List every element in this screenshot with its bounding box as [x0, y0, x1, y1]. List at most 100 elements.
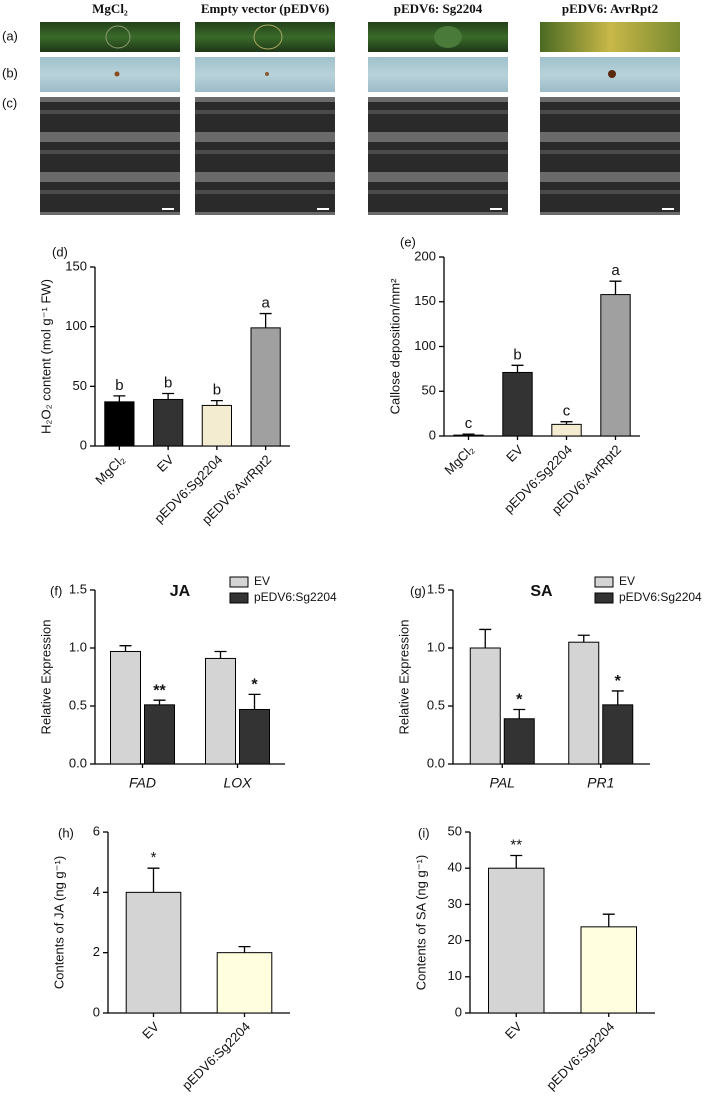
error-bar [511, 364, 524, 373]
micrograph [540, 97, 680, 215]
error-bar [238, 945, 251, 953]
y-tick-label: 0.0 [427, 755, 445, 770]
column-header: Empty vector (pEDV6) [201, 1, 329, 16]
y-tick-label: 150 [65, 258, 87, 273]
bar [250, 327, 281, 447]
significance: c [465, 415, 473, 432]
x-tick-label: EV [154, 452, 177, 475]
column-headers: MgCl₂ Empty vector (pEDV6) pEDV6: Sg2204… [92, 1, 658, 16]
leaf-images [40, 22, 680, 215]
y-tick-label: 1.0 [69, 639, 87, 654]
x-tick-label: MgCl₂ [92, 452, 128, 488]
scale-bar [662, 208, 674, 210]
bar [568, 641, 600, 765]
y-axis-label: Contents of JA (ng g⁻¹) [51, 856, 66, 989]
y-tick-label: 1.5 [427, 581, 445, 596]
error-bar [602, 913, 615, 927]
lesion [105, 25, 131, 49]
bar [602, 704, 634, 765]
x-tick-label: PAL [490, 775, 515, 791]
bar [110, 650, 141, 765]
column-header: pEDV6: AvrRpt2 [562, 1, 658, 16]
y-axis-label: Contents of SA (ng g⁻¹) [413, 855, 428, 990]
y-tick-label: 100 [414, 338, 436, 353]
panel-label: (a) [2, 28, 18, 43]
error-bar [162, 392, 175, 400]
bar [201, 404, 232, 447]
panel-label: (c) [2, 95, 17, 110]
significance: ** [510, 836, 522, 853]
y-tick-label: 0 [80, 437, 87, 452]
y-tick-label: 30 [448, 896, 462, 911]
x-tick-label: EV [503, 442, 526, 465]
y-axis-label: H₂O₂ content (mol g⁻¹ FW) [38, 279, 53, 434]
y-tick-label: 0 [455, 1004, 462, 1019]
error-bar [560, 421, 573, 425]
bar [600, 294, 631, 437]
bar [144, 704, 175, 765]
x-tick-label: pEDV6:Sg2204 [179, 1019, 253, 1093]
significance: a [611, 262, 620, 279]
bar [488, 867, 545, 1014]
bar [453, 434, 484, 437]
bar [104, 401, 135, 447]
y-tick-label: 40 [448, 860, 462, 875]
y-tick-label: 0.0 [69, 755, 87, 770]
bar [503, 718, 535, 765]
panel-label: (h) [58, 825, 74, 840]
micrograph [368, 97, 508, 215]
micrograph [40, 97, 180, 215]
significance: b [115, 377, 123, 394]
significance: a [261, 295, 270, 312]
y-axis-label: Relative Expression [396, 620, 411, 735]
y-axis-label: Relative Expression [38, 620, 53, 735]
y-axis-label: Callose deposition/mm² [387, 278, 402, 415]
bar [125, 891, 182, 1014]
legend-label: pEDV6:Sg2204 [254, 590, 337, 604]
y-tick-label: 50 [73, 378, 87, 393]
significance: c [563, 403, 571, 420]
column-header: MgCl₂ [92, 1, 128, 16]
panel-label: (g) [410, 583, 426, 598]
stained-leaf [195, 57, 335, 92]
chart-title: JA [170, 583, 191, 600]
error-bar [119, 645, 132, 652]
legend-swatch [594, 576, 614, 588]
legend-swatch [229, 592, 249, 604]
y-tick-label: 2 [93, 944, 100, 959]
bar [551, 423, 582, 437]
stained-leaf [368, 57, 508, 92]
legend-swatch [229, 576, 249, 588]
lesion [253, 24, 283, 50]
x-tick-label: LOX [223, 775, 252, 791]
y-tick-label: 100 [65, 318, 87, 333]
error-bar [147, 867, 160, 893]
error-bar [248, 693, 261, 710]
significance: * [615, 673, 622, 690]
significance: ** [153, 682, 166, 699]
error-bar [153, 699, 166, 705]
stained-leaf [40, 57, 180, 92]
y-tick-label: 1.0 [427, 639, 445, 654]
panel-label: (i) [418, 825, 430, 840]
chart-title: SA [530, 583, 553, 600]
y-tick-label: 10 [448, 968, 462, 983]
error-bar [214, 650, 227, 659]
significance: b [513, 346, 521, 363]
error-bar [259, 312, 272, 328]
bar [239, 708, 270, 765]
panel-label: (e) [400, 234, 416, 249]
legend-swatch [594, 592, 614, 604]
column-header: pEDV6: Sg2204 [394, 1, 483, 16]
error-bar [611, 690, 624, 705]
error-bar [513, 708, 526, 719]
error-bar [210, 400, 223, 406]
significance: b [213, 382, 221, 399]
y-tick-label: 0.5 [427, 697, 445, 712]
error-bar [609, 280, 622, 295]
y-tick-label: 6 [93, 823, 100, 838]
y-tick-label: 20 [448, 932, 462, 947]
significance: * [251, 677, 258, 694]
significance: * [151, 849, 157, 866]
